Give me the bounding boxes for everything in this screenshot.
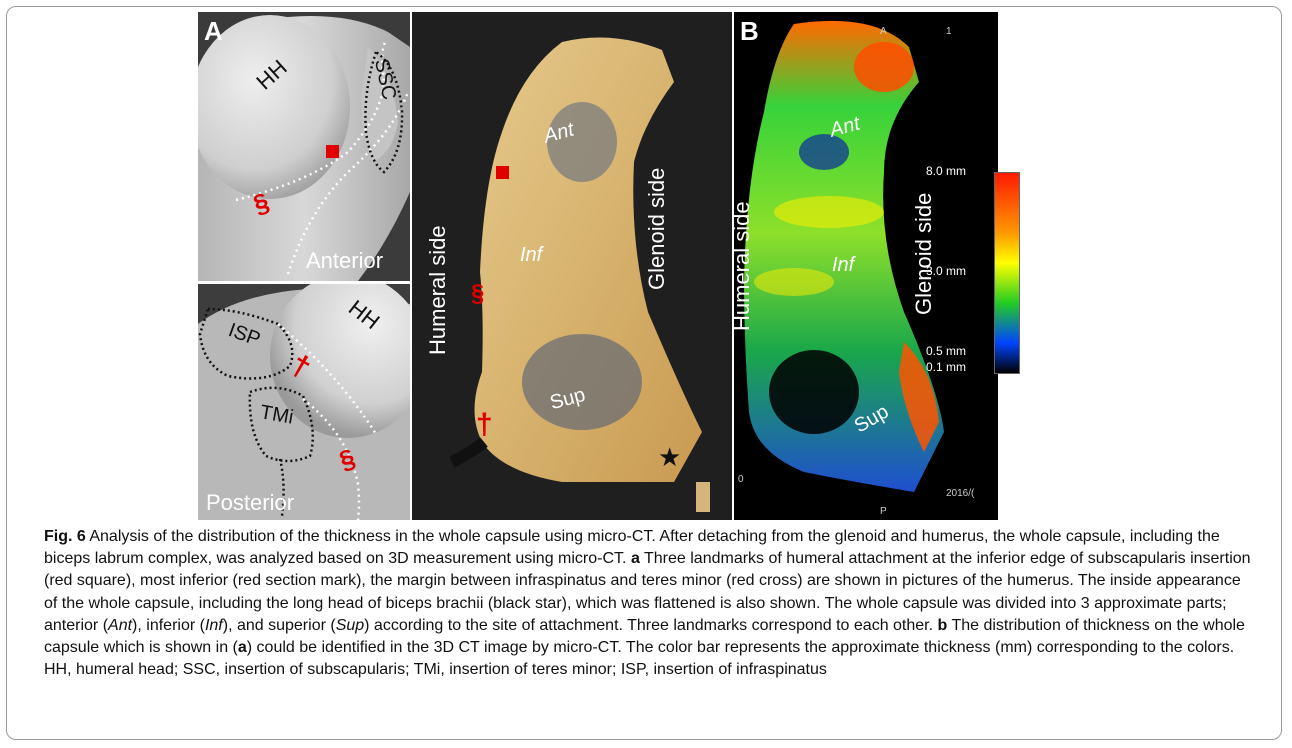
capsule-drawing: [449, 37, 710, 512]
ct-date-fragment: 2016/(: [946, 488, 975, 499]
caption-a-text-3: ), and superior (: [222, 616, 336, 634]
colorbar-label-3mm: 3.0 mm: [926, 264, 967, 278]
colorbar-label-05mm: 0.5 mm: [926, 344, 967, 358]
micro-ct-image: B A 1 0 2016/( P Humeral side Glenoid si…: [734, 12, 998, 520]
ct-corner-top: A: [880, 26, 887, 37]
colorbar-label-01mm: 0.1 mm: [926, 360, 967, 374]
micro-ct-drawing: [744, 20, 944, 493]
humerus-posterior-drawing: [198, 284, 410, 520]
figure-caption: Fig. 6 Analysis of the distribution of t…: [44, 526, 1256, 681]
caption-b-ref: a: [237, 639, 247, 657]
caption-b-text-1: The distribution of thickness on the who…: [44, 616, 1245, 657]
ct-glenoid-side-label: Glenoid side: [911, 192, 936, 315]
caption-ant: Ant: [108, 616, 133, 634]
panel-label-b: B: [740, 16, 759, 46]
caption-a-label: a: [630, 550, 640, 568]
ct-humeral-side-label: Humeral side: [734, 201, 754, 331]
capsule-cross-mark: †: [476, 408, 493, 441]
figure-6: A HH SSC § Anterior HH ISP † TMi: [198, 12, 1020, 520]
capsule-glenoid-side-label: Glenoid side: [644, 167, 669, 290]
caption-title: Analysis of the distribution of the thic…: [44, 528, 1220, 568]
caption-fig-label: Fig. 6: [44, 528, 86, 545]
red-square-landmark: [326, 145, 339, 158]
biceps-star-mark: ★: [658, 442, 682, 472]
ct-corner-top-right: 1: [946, 26, 952, 37]
caption-inf: Inf: [204, 616, 223, 634]
capsule-section-mark: §: [471, 280, 485, 307]
panel-label-a: A: [204, 16, 223, 46]
ct-corner-left: 0: [738, 474, 744, 485]
capsule-inf-label: Inf: [520, 244, 543, 266]
humerus-anterior-photo: A HH SSC § Anterior: [198, 12, 410, 281]
caption-a-text-4: ) according to the site of attachment. T…: [364, 616, 938, 634]
thickness-colorbar: [994, 172, 1020, 374]
caption-b-label: b: [937, 616, 948, 634]
humerus-posterior-photo: HH ISP † TMi § Posterior: [198, 284, 410, 520]
capsule-humeral-side-label: Humeral side: [425, 225, 450, 355]
caption-a-text-2: ), inferior (: [132, 616, 205, 634]
ct-corner-bottom: P: [880, 506, 887, 517]
capsule-photo: Humeral side Glenoid side Ant Inf Sup § …: [412, 12, 732, 520]
anterior-view-label: Anterior: [306, 248, 384, 273]
humerus-anterior-drawing: [198, 15, 410, 281]
colorbar-label-8mm: 8.0 mm: [926, 164, 967, 178]
caption-a-text-1: Three landmarks of humeral attachment at…: [44, 550, 1251, 634]
posterior-view-label: Posterior: [206, 490, 295, 515]
ct-inf-label: Inf: [832, 254, 855, 276]
capsule-red-square-landmark: [496, 166, 509, 179]
caption-sup: Sup: [335, 616, 365, 634]
caption-b-text-2: ) could be identified in the 3D CT image…: [44, 639, 1235, 679]
